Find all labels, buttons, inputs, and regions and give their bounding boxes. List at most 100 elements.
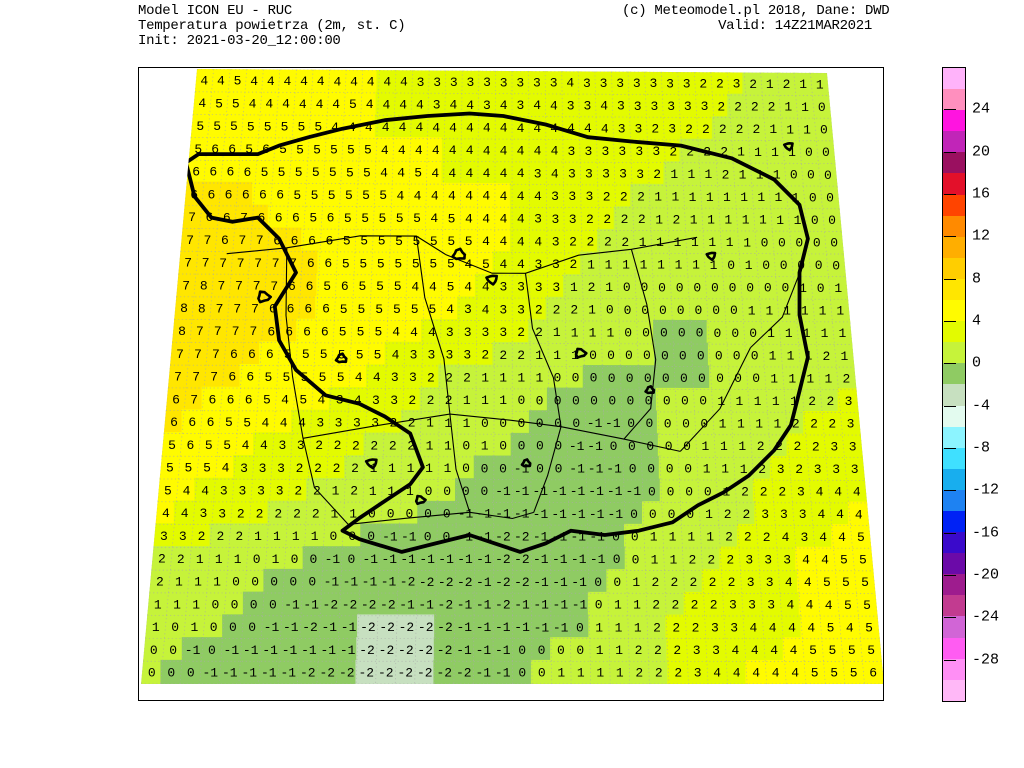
svg-text:1: 1 [691,235,699,250]
svg-text:0: 0 [646,439,654,454]
svg-text:4: 4 [200,73,208,88]
svg-text:5: 5 [196,119,204,134]
svg-text:0: 0 [665,439,673,454]
svg-text:0: 0 [830,236,838,251]
svg-text:4: 4 [500,234,508,249]
svg-text:4: 4 [465,166,473,181]
svg-text:3: 3 [277,461,285,476]
svg-text:4: 4 [533,98,541,113]
svg-text:0: 0 [462,461,470,476]
svg-text:5: 5 [301,370,309,385]
svg-text:0: 0 [499,416,507,431]
svg-text:2: 2 [517,348,525,363]
svg-text:2: 2 [673,643,681,658]
svg-text:4: 4 [383,75,391,90]
svg-text:4: 4 [500,212,508,227]
svg-text:0: 0 [576,643,584,658]
svg-text:4: 4 [448,166,456,181]
svg-text:1: 1 [675,258,683,273]
svg-text:7: 7 [190,392,198,407]
svg-text:4: 4 [354,393,362,408]
svg-text:1: 1 [754,394,762,409]
svg-text:0: 0 [696,326,704,341]
svg-text:0: 0 [658,280,666,295]
svg-text:1: 1 [622,257,630,272]
svg-text:-1: -1 [283,620,299,635]
svg-text:7: 7 [184,256,192,271]
svg-text:-2: -2 [417,666,433,681]
svg-text:0: 0 [762,258,770,273]
svg-text:0: 0 [250,597,258,612]
svg-text:5: 5 [264,119,272,134]
svg-text:0: 0 [631,530,639,545]
svg-text:3: 3 [617,99,625,114]
svg-text:5: 5 [338,347,346,362]
svg-text:-1: -1 [626,484,642,499]
svg-text:7: 7 [232,324,240,339]
svg-text:-2: -2 [514,552,530,567]
svg-text:3: 3 [761,507,769,522]
svg-text:3: 3 [701,99,709,114]
svg-text:7: 7 [233,301,241,316]
svg-text:-1: -1 [590,552,606,567]
svg-text:6: 6 [257,210,265,225]
svg-text:0: 0 [790,168,798,183]
svg-text:0: 0 [167,666,175,681]
svg-text:1: 1 [783,303,791,318]
svg-text:2: 2 [736,122,744,137]
svg-text:4: 4 [397,166,405,181]
svg-text:4: 4 [380,166,388,181]
svg-text:1: 1 [754,145,762,160]
svg-text:2: 2 [810,417,818,432]
svg-text:-1: -1 [320,643,336,658]
svg-text:1: 1 [784,100,792,115]
svg-text:1: 1 [821,326,829,341]
svg-text:4: 4 [449,143,457,158]
svg-text:1: 1 [154,597,162,612]
svg-text:6: 6 [285,324,293,339]
svg-text:6: 6 [276,188,284,203]
svg-text:4: 4 [399,120,407,135]
svg-text:4: 4 [300,74,308,89]
svg-text:2: 2 [749,77,757,92]
svg-text:5: 5 [194,142,202,157]
svg-text:0: 0 [626,371,634,386]
svg-text:6: 6 [227,392,235,407]
svg-text:0: 0 [625,348,633,363]
svg-text:4: 4 [500,121,508,136]
svg-text:0: 0 [291,552,299,567]
svg-text:3: 3 [847,417,855,432]
svg-text:2: 2 [709,575,717,590]
svg-text:1: 1 [407,461,415,476]
svg-text:-2: -2 [437,643,453,658]
svg-text:1: 1 [639,235,647,250]
svg-text:-1: -1 [475,666,491,681]
svg-text:-1: -1 [514,484,530,499]
svg-text:5: 5 [830,666,838,681]
svg-text:1: 1 [194,575,202,590]
svg-text:6: 6 [307,256,315,271]
svg-text:1: 1 [705,507,713,522]
svg-text:3: 3 [552,234,560,249]
svg-text:2: 2 [843,371,851,386]
svg-text:0: 0 [667,484,675,499]
svg-text:1: 1 [824,371,832,386]
svg-text:3: 3 [517,280,525,295]
svg-text:0: 0 [704,484,712,499]
svg-text:3: 3 [683,76,691,91]
svg-text:2: 2 [778,484,786,499]
svg-text:0: 0 [518,666,526,681]
svg-text:3: 3 [467,75,475,90]
svg-text:0: 0 [824,168,832,183]
svg-text:1: 1 [463,393,471,408]
svg-text:-1: -1 [261,666,277,681]
svg-text:0: 0 [536,461,544,476]
svg-text:2: 2 [408,393,416,408]
svg-text:2: 2 [726,552,734,567]
svg-text:7: 7 [270,279,278,294]
svg-text:-1: -1 [533,507,549,522]
svg-text:2: 2 [768,100,776,115]
svg-text:-2: -2 [456,666,472,681]
svg-text:5: 5 [185,461,193,476]
svg-text:1: 1 [785,326,793,341]
